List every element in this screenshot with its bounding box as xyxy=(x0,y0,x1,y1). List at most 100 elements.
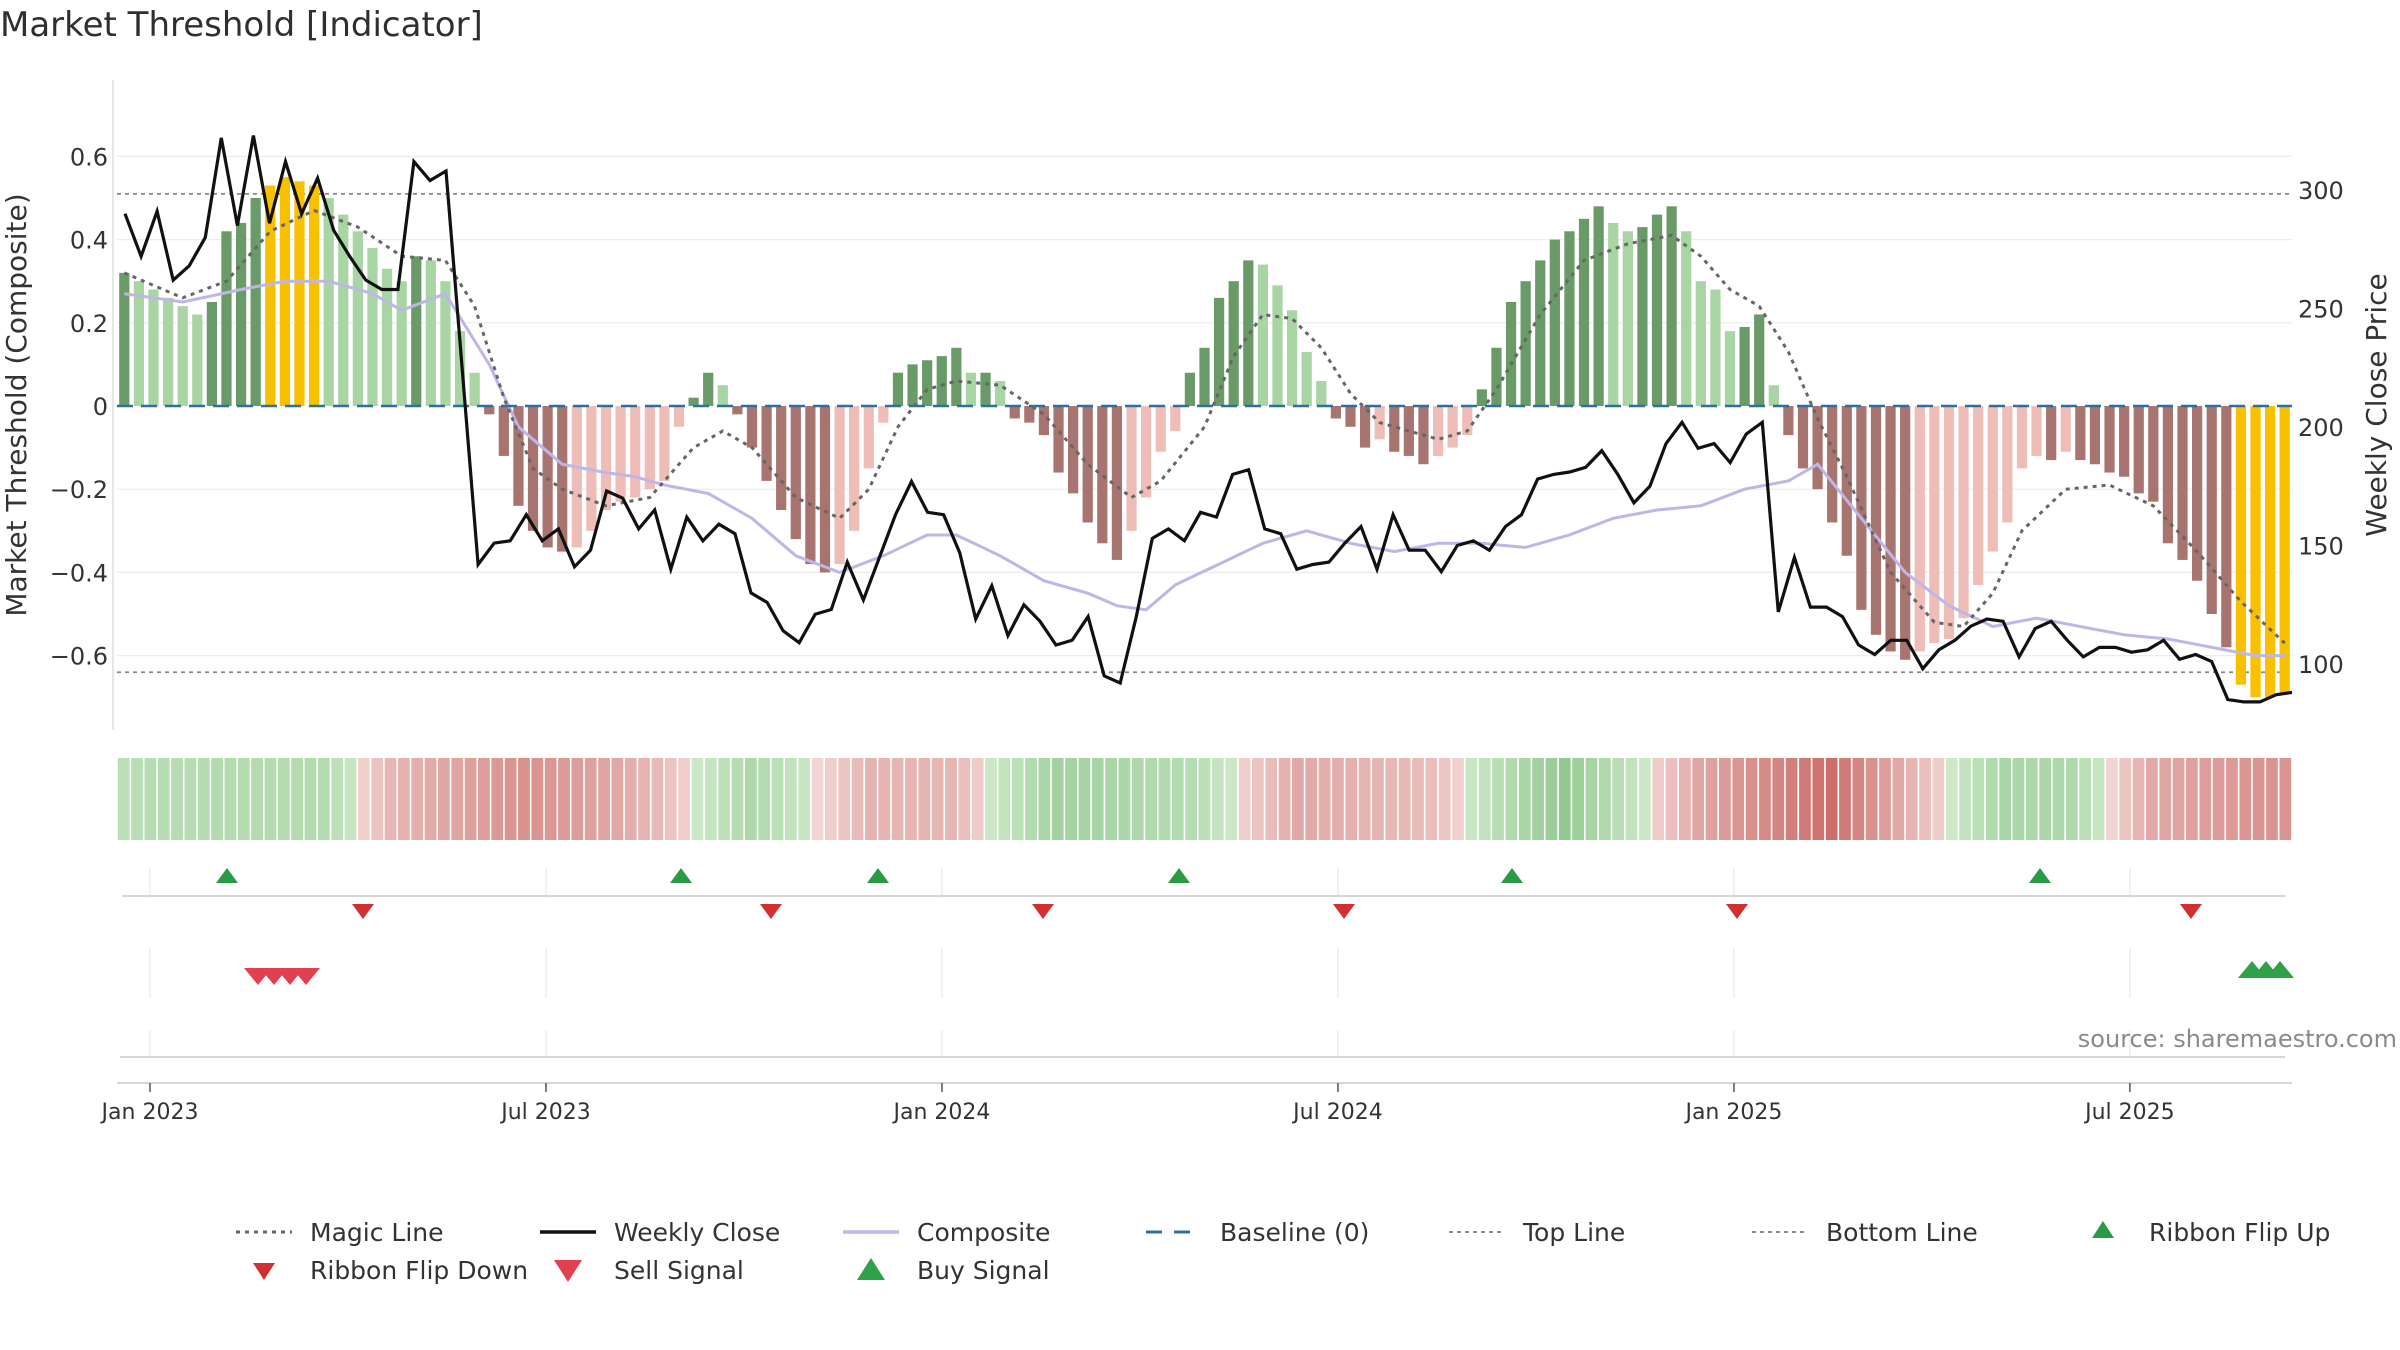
composite-bar xyxy=(2133,406,2144,494)
ribbon-cell xyxy=(1785,758,1798,840)
ribbon-cell xyxy=(638,758,650,840)
composite-bar xyxy=(2250,406,2261,698)
ribbon-cell xyxy=(1345,758,1358,840)
weekly-close-line xyxy=(123,135,2293,704)
ribbon-cell xyxy=(1959,758,1971,840)
composite-bar xyxy=(221,231,232,406)
composite-bar xyxy=(1958,406,1969,619)
ribbon-cell xyxy=(878,758,891,840)
x-axis: Jan 2023 Jul 2023 Jan 2024 Jul 2024 Jan 2025… xyxy=(100,1082,2292,1125)
ribbon-cell xyxy=(1932,758,1945,840)
ribbon-cell xyxy=(451,758,464,840)
composite-bar xyxy=(469,372,480,406)
composite-bar xyxy=(294,181,305,406)
ribbon-cell xyxy=(1999,758,2011,840)
ribbon-cell xyxy=(2105,758,2118,840)
ribbon-cell xyxy=(825,758,837,840)
composite-bar xyxy=(308,185,320,406)
ribbon-cell xyxy=(1972,758,1985,840)
reference-lines xyxy=(117,192,2292,674)
ribbon-cell xyxy=(211,758,223,840)
composite-bar xyxy=(542,406,553,548)
composite-bar xyxy=(1330,406,1341,419)
ribbon-flip-down-marker xyxy=(1333,904,1355,919)
ribbon-cell xyxy=(1198,758,1211,840)
composite-bar xyxy=(1359,406,1371,448)
composite-bar xyxy=(192,314,203,406)
composite-bar xyxy=(717,385,728,406)
composite-bar xyxy=(1257,264,1268,406)
composite-bar xyxy=(1286,310,1298,406)
ribbon-flip-up-marker xyxy=(2029,868,2051,883)
legend-label: Bottom Line xyxy=(1826,1218,1978,1247)
composite-bar xyxy=(1739,326,1750,406)
ribbon-cell xyxy=(1812,758,1825,840)
ribbon-cell xyxy=(2159,758,2172,840)
composite-bar xyxy=(133,281,145,406)
legend-label: Weekly Close xyxy=(614,1218,780,1247)
y-tick-left-label: 0.4 xyxy=(70,227,108,255)
composite-bar xyxy=(162,297,174,406)
composite-bar xyxy=(659,406,670,481)
ribbon-cell xyxy=(1572,758,1584,840)
ribbon-cell xyxy=(2065,758,2078,840)
ribbon-cell xyxy=(1065,758,1077,840)
ribbon-cell xyxy=(584,758,597,840)
ribbon-cell xyxy=(558,758,570,840)
ribbon-cell xyxy=(277,758,290,840)
ribbon-cell xyxy=(531,758,544,840)
composite-bar xyxy=(1432,406,1444,456)
composite-bar xyxy=(1403,406,1414,456)
composite-bar xyxy=(1637,227,1648,406)
ribbon-cell xyxy=(544,758,557,840)
ribbon-cell xyxy=(784,758,797,840)
ribbon-cell xyxy=(2146,758,2158,840)
y-tick-right-label: 100 xyxy=(2298,651,2344,679)
composite-bar xyxy=(1535,260,1546,406)
ribbon-cell xyxy=(758,758,771,840)
ribbon-cell xyxy=(411,758,424,840)
ribbon-cell xyxy=(771,758,784,840)
composite-bar xyxy=(1666,206,1677,406)
ribbon-cell xyxy=(264,758,277,840)
ribbon-cell xyxy=(1799,758,1811,840)
composite-bar xyxy=(849,406,860,531)
ribbon-cell xyxy=(2039,758,2052,840)
composite-bar xyxy=(235,222,247,406)
ribbon-cell xyxy=(1385,758,1398,840)
composite-bar xyxy=(119,272,130,406)
ribbon-cell xyxy=(1518,758,1531,840)
composite-bar xyxy=(1068,406,1079,494)
ribbon-cell xyxy=(838,758,851,840)
composite-bar xyxy=(1505,302,1517,406)
composite-bar xyxy=(1243,260,1254,406)
ribbon-cell xyxy=(891,758,904,840)
composite-bar xyxy=(2221,406,2232,648)
composite-bar xyxy=(2206,406,2217,614)
ribbon-cell xyxy=(384,758,397,840)
composite-bar xyxy=(673,406,685,427)
composite-bar xyxy=(1593,206,1604,406)
composite-bar xyxy=(2016,406,2028,469)
ribbon-cell xyxy=(2079,758,2092,840)
composite-bar xyxy=(2046,406,2057,461)
composite-bar xyxy=(732,406,743,415)
composite-bar xyxy=(2075,406,2086,461)
composite-bar xyxy=(557,406,568,552)
ribbon-cell xyxy=(958,758,971,840)
ribbon-cell xyxy=(598,758,610,840)
ribbon-cell xyxy=(2012,758,2025,840)
composite-bar xyxy=(965,372,977,406)
ribbon-cell xyxy=(1879,758,1891,840)
ribbon-cell xyxy=(1985,758,1998,840)
x-tick-label: Jan 2025 xyxy=(1683,1100,1782,1125)
composite-bar xyxy=(1549,239,1560,406)
ribbon-flip-down-marker xyxy=(352,904,374,919)
composite-bar xyxy=(2192,406,2203,581)
ribbon-flip-up-marker xyxy=(216,868,238,883)
composite-bar xyxy=(1228,281,1239,406)
ribbon-cell xyxy=(1532,758,1544,840)
ribbon-cell xyxy=(865,758,877,840)
composite-bar xyxy=(2162,406,2174,544)
